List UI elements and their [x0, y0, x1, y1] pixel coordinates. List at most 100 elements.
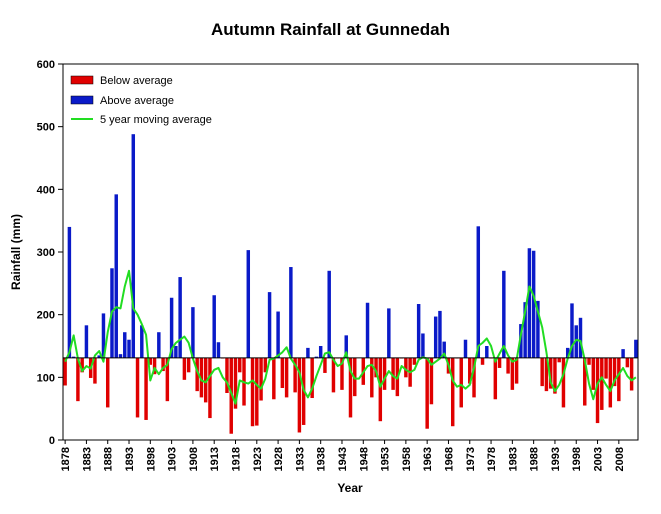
bar-2006 [608, 357, 613, 408]
bar-1995 [561, 357, 566, 408]
y-axis-title: Rainfall (mm) [9, 214, 23, 290]
bar-1960 [412, 357, 417, 365]
x-tick-label: 1963 [422, 447, 434, 471]
bar-1997 [570, 303, 574, 358]
bar-1961 [416, 304, 421, 358]
y-tick-label: 0 [49, 435, 55, 447]
bar-1882 [80, 357, 84, 373]
bar-1918 [233, 357, 238, 409]
bar-1902 [165, 357, 170, 402]
bar-1900 [157, 332, 161, 358]
x-tick-label: 1918 [231, 447, 243, 471]
bar-1944 [344, 335, 348, 358]
bar-1922 [250, 357, 255, 427]
bar-1990 [540, 357, 544, 387]
bar-1932 [293, 357, 297, 393]
bar-1907 [186, 357, 191, 373]
bar-1923 [255, 357, 259, 426]
bar-1941 [331, 357, 336, 393]
bar-1938 [318, 346, 323, 358]
bar-1958 [404, 357, 408, 378]
x-axis-title: Year [337, 481, 363, 495]
bar-1895 [135, 357, 140, 418]
bar-1981 [502, 270, 506, 358]
bar-1892 [123, 332, 127, 358]
bar-1913 [212, 295, 216, 358]
bar-1949 [365, 302, 370, 358]
bar-1955 [391, 357, 395, 390]
bar-1919 [238, 357, 242, 373]
bar-1914 [216, 342, 221, 358]
bar-1951 [374, 357, 378, 378]
bars-group [63, 134, 638, 434]
bar-1964 [429, 357, 434, 405]
bar-1999 [578, 317, 583, 358]
bar-1890 [114, 194, 118, 358]
bar-1963 [425, 357, 429, 429]
bar-1927 [272, 357, 276, 400]
y-tick-label: 600 [37, 59, 55, 71]
bar-1883 [84, 325, 89, 358]
legend: Below average Above average 5 year movin… [70, 75, 212, 126]
x-tick-label: 1913 [209, 447, 221, 471]
x-tick-label: 1903 [167, 447, 179, 471]
bar-1939 [323, 357, 327, 373]
bar-1916 [225, 357, 229, 393]
bar-1905 [178, 277, 182, 358]
bar-1936 [310, 357, 314, 399]
x-tick-label: 1968 [443, 447, 455, 471]
bar-2001 [587, 357, 591, 365]
bar-1998 [574, 325, 578, 358]
bar-1973 [468, 357, 472, 384]
bar-1954 [387, 308, 391, 358]
bar-1903 [169, 297, 174, 358]
bar-1912 [208, 357, 212, 419]
bar-1966 [438, 310, 442, 358]
bar-1888 [105, 357, 110, 408]
bar-1937 [314, 356, 319, 358]
bar-1975 [476, 226, 481, 358]
bar-1972 [463, 339, 468, 358]
x-tick-label: 1898 [145, 447, 157, 471]
bar-2010 [625, 357, 630, 368]
bar-1908 [191, 307, 195, 358]
bar-1880 [71, 356, 76, 358]
bar-1945 [348, 357, 353, 418]
bar-1935 [306, 347, 310, 358]
y-tick-label: 300 [37, 247, 55, 259]
x-tick-label: 1883 [81, 447, 93, 471]
bar-1897 [144, 357, 148, 420]
bar-1925 [263, 357, 268, 373]
bar-1924 [259, 357, 263, 401]
bar-1896 [140, 325, 144, 358]
x-tick-label: 1948 [358, 447, 370, 471]
bar-1894 [131, 134, 136, 358]
bar-1879 [67, 226, 72, 358]
bar-1974 [472, 357, 476, 398]
bar-1928 [276, 311, 280, 358]
bar-1988 [531, 250, 536, 358]
bar-1950 [370, 357, 374, 398]
x-tick-label: 1923 [252, 447, 264, 471]
bar-1983 [510, 357, 515, 390]
bar-2009 [621, 349, 625, 358]
bar-1904 [174, 346, 178, 358]
bar-1933 [297, 357, 302, 433]
bar-1986 [523, 302, 527, 358]
bar-1940 [327, 270, 331, 358]
bar-1886 [97, 355, 101, 358]
y-tick-label: 100 [37, 372, 55, 384]
bar-1989 [536, 300, 540, 358]
bar-1917 [229, 357, 233, 434]
x-tick-label: 1928 [273, 447, 285, 471]
x-tick-label: 1978 [486, 447, 498, 471]
x-tick-label: 1983 [507, 447, 519, 471]
bar-1901 [161, 357, 165, 372]
bar-1965 [433, 316, 438, 358]
bar-1984 [514, 357, 519, 384]
x-tick-label: 1953 [380, 447, 392, 471]
bar-2003 [595, 357, 600, 424]
bar-2011 [629, 357, 634, 391]
bar-2008 [617, 357, 621, 402]
x-tick-label: 1973 [465, 447, 477, 471]
